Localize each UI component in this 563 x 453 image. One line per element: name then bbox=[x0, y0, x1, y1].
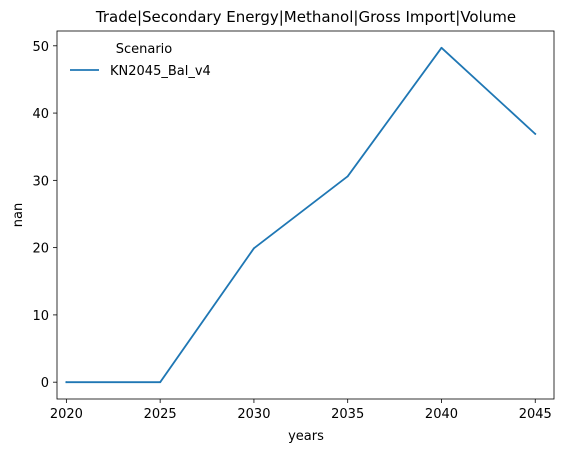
data-point bbox=[534, 133, 537, 135]
y-tick-label: 0 bbox=[41, 376, 49, 391]
plot-area-frame bbox=[56, 30, 555, 400]
data-point bbox=[346, 175, 349, 178]
series-line-0 bbox=[65, 46, 537, 384]
y-tick-label: 20 bbox=[32, 242, 49, 257]
legend-label-kn2045-bal-v4: KN2045_Bal_v4 bbox=[110, 64, 211, 79]
chart-title: Trade|Secondary Energy|Methanol|Gross Im… bbox=[95, 8, 516, 26]
legend-title: Scenario bbox=[116, 42, 173, 57]
x-tick-label: 2020 bbox=[50, 407, 83, 422]
x-tick-label: 2025 bbox=[144, 407, 177, 422]
y-axis-label: nan bbox=[11, 203, 26, 227]
data-point bbox=[253, 247, 255, 250]
plot-series bbox=[65, 46, 537, 384]
y-axis: 0 10 20 30 40 50 bbox=[32, 40, 57, 391]
data-point bbox=[440, 46, 443, 49]
data-point bbox=[159, 381, 162, 384]
y-tick-label: 30 bbox=[32, 174, 49, 189]
x-tick-label: 2030 bbox=[237, 407, 270, 422]
data-point bbox=[65, 381, 68, 384]
y-tick-label: 10 bbox=[32, 309, 49, 324]
legend: Scenario KN2045_Bal_v4 bbox=[70, 42, 211, 79]
x-tick-label: 2040 bbox=[425, 407, 458, 422]
x-tick-label: 2035 bbox=[331, 407, 364, 422]
y-tick-label: 40 bbox=[32, 107, 49, 122]
x-axis-label: years bbox=[288, 429, 324, 444]
x-tick-label: 2045 bbox=[519, 407, 552, 422]
y-tick-label: 50 bbox=[32, 40, 49, 55]
x-axis: 2020 2025 2030 2035 2040 2045 bbox=[50, 399, 552, 422]
